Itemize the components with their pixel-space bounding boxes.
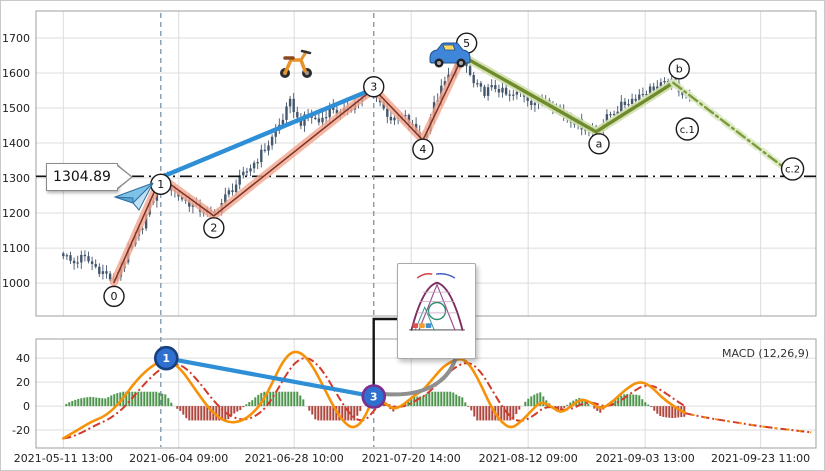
wave-marker-b[interactable]: b <box>668 58 690 80</box>
rollercoaster-icon <box>408 273 465 331</box>
wave-marker-label: 0 <box>111 290 118 303</box>
y-tick-label: 1100 <box>2 242 30 255</box>
wave-marker-3[interactable]: 3 <box>363 76 385 98</box>
wave-marker-label: 5 <box>463 37 470 50</box>
wave-marker-0[interactable]: 0 <box>103 285 125 308</box>
price-divergence-line <box>158 86 376 180</box>
wave-marker-4[interactable]: 4 <box>412 138 434 160</box>
y-tick-label: 1300 <box>2 172 30 185</box>
macd-marker-label: 1 <box>162 352 170 365</box>
price-level-value: 1304.89 <box>53 169 111 185</box>
x-tick-label: 2021-07-20 14:00 <box>362 452 461 465</box>
wave-marker-c.2[interactable]: c.2 <box>780 157 805 181</box>
rollercoaster-popup[interactable] <box>397 263 476 359</box>
macd-projection-line-alt <box>685 412 812 434</box>
axis-labels: 10001100120013001400150016001700-2002040… <box>2 32 810 465</box>
popup-connector-curve <box>382 351 459 397</box>
macd-legend: MACD (12,26,9) <box>721 347 809 360</box>
price-level-callout[interactable]: 1304.89 <box>46 163 118 191</box>
x-tick-label: 2021-06-04 09:00 <box>129 452 228 465</box>
x-tick-label: 2021-09-03 13:00 <box>596 452 695 465</box>
wave-marker-a[interactable]: a <box>588 133 610 155</box>
impulse-wave-line <box>110 52 467 287</box>
macd-marker-1[interactable]: 1 <box>153 345 179 371</box>
y-tick-label: 1400 <box>2 137 30 150</box>
projection-wave-line <box>669 79 789 172</box>
macd-marker-label: 3 <box>370 390 378 403</box>
y-tick-label: 1600 <box>2 67 30 80</box>
x-tick-label: 2021-05-11 13:00 <box>14 452 113 465</box>
y-tick-label: 1500 <box>2 102 30 115</box>
y-tick-label: 0 <box>23 400 30 413</box>
wave-marker-c.1[interactable]: c.1 <box>675 117 699 141</box>
x-tick-label: 2021-09-23 11:00 <box>711 452 810 465</box>
y-tick-label: 40 <box>16 352 30 365</box>
macd-marker-3[interactable]: 3 <box>361 384 387 409</box>
rollercoaster-carts <box>411 323 431 328</box>
wave-marker-label: 4 <box>419 143 426 156</box>
correction-wave-line <box>458 52 678 136</box>
airplane-icon <box>113 182 154 211</box>
car-icon <box>429 42 471 68</box>
rollercoaster-title-squiggle <box>416 273 455 279</box>
x-tick-label: 2021-08-12 09:00 <box>479 452 578 465</box>
gridlines <box>35 10 817 449</box>
x-tick-label: 2021-06-28 10:00 <box>245 452 344 465</box>
wave-marker-label: 1 <box>157 178 164 191</box>
wave-marker-label: c.2 <box>785 165 800 176</box>
scooter-icon <box>280 49 312 78</box>
popup-connector-line <box>372 317 397 387</box>
y-tick-label: 20 <box>16 376 30 389</box>
macd-divergence-line <box>164 356 376 399</box>
wave-marker-label: c.1 <box>680 125 695 136</box>
y-tick-label: 1000 <box>2 277 30 290</box>
wave-marker-label: b <box>676 63 683 76</box>
y-tick-label: -20 <box>12 424 30 437</box>
y-tick-label: 1200 <box>2 207 30 220</box>
wave-marker-label: a <box>596 138 603 151</box>
wave-marker-label: 3 <box>370 81 377 94</box>
wave-marker-2[interactable]: 2 <box>203 217 225 239</box>
macd-line <box>62 350 687 440</box>
y-tick-label: 1700 <box>2 32 30 45</box>
wave-marker-label: 2 <box>210 222 217 235</box>
